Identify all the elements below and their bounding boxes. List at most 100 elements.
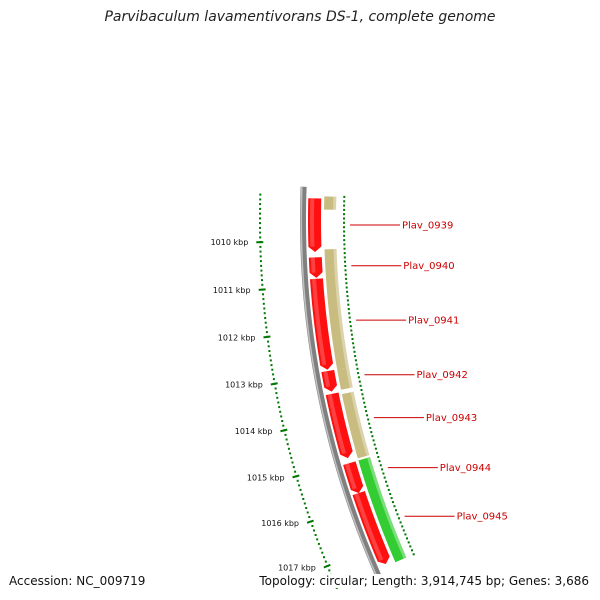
inner-track-dot xyxy=(350,333,353,336)
ruler-dot xyxy=(269,354,272,357)
inner-track-dot xyxy=(387,488,390,491)
inner-track-dot xyxy=(409,545,412,548)
inner-track-dot xyxy=(343,195,346,198)
inner-track-dot xyxy=(348,316,351,319)
ruler-dot xyxy=(274,387,277,390)
ruler-dot xyxy=(261,279,263,282)
gene-arrow-shine xyxy=(310,257,316,273)
inner-track-dot xyxy=(353,350,356,353)
ruler-label: 1011 kbp xyxy=(213,286,251,295)
inner-track-dot xyxy=(345,282,348,285)
ruler-dot xyxy=(259,260,262,263)
inner-track-dot xyxy=(343,243,346,246)
ruler-dot xyxy=(277,401,280,404)
gene-label-Plav_0940[interactable]: Plav_0940 xyxy=(403,261,454,272)
inner-track-dot xyxy=(360,389,363,391)
inner-track-dot xyxy=(378,460,381,463)
inner-track-dot xyxy=(364,405,367,408)
inner-track-dot xyxy=(379,464,382,467)
accession-label: Accession: NC_009719 xyxy=(8,574,147,588)
ruler-dot xyxy=(267,340,270,343)
ruler-dot xyxy=(269,359,272,362)
inner-track-dot xyxy=(401,525,404,528)
inner-track-dot xyxy=(376,451,379,454)
inner-track-dot xyxy=(395,509,397,512)
inner-track-dot xyxy=(349,325,352,328)
ruler-dot xyxy=(287,447,290,450)
gene-label-Plav_0943[interactable]: Plav_0943 xyxy=(426,413,477,424)
gene-arrow-shine xyxy=(312,278,327,366)
inner-track-dot xyxy=(368,422,371,425)
ruler-dot xyxy=(281,420,284,422)
gene-arrow-Plav_0939 xyxy=(308,198,322,252)
feature-highlight xyxy=(333,249,350,369)
ruler-dot xyxy=(317,542,320,545)
inner-track-dot xyxy=(406,537,408,540)
inner-track-dot xyxy=(398,517,400,520)
backbone-highlight xyxy=(300,186,379,580)
gene-label-Plav_0942[interactable]: Plav_0942 xyxy=(417,370,468,381)
inner-track-dot xyxy=(370,431,373,434)
inner-track-dot xyxy=(344,269,347,272)
ruler-dot xyxy=(259,222,261,225)
ruler-dot xyxy=(272,373,275,376)
ruler-dot xyxy=(305,507,308,509)
ruler-dot xyxy=(316,538,319,541)
inner-track-dot xyxy=(402,529,405,532)
ruler-dot xyxy=(265,326,268,329)
inner-track-dot xyxy=(347,303,350,306)
inner-track-dot xyxy=(343,230,346,233)
inner-track-dot xyxy=(386,484,389,487)
inner-track-dot xyxy=(349,320,352,323)
inner-track-dot xyxy=(392,501,394,504)
ruler-label: 1010 kbp xyxy=(211,238,249,247)
ruler-label: 1015 kbp xyxy=(247,473,285,482)
ruler-dot xyxy=(278,406,281,409)
inner-track-dot xyxy=(345,277,348,280)
ruler-dot xyxy=(264,317,267,319)
ruler-dot xyxy=(270,364,273,367)
inner-track-dot xyxy=(346,290,349,293)
feature-highlight xyxy=(346,367,353,388)
feature-segment-tan xyxy=(324,196,337,210)
gene-label-Plav_0945[interactable]: Plav_0945 xyxy=(457,512,508,523)
inner-track-dot xyxy=(412,553,415,556)
ruler-dot xyxy=(289,452,292,455)
ruler-dot xyxy=(259,193,262,196)
gene-labels: Plav_0939 Plav_0940 Plav_0941 Plav_0942 Plav… xyxy=(350,221,508,523)
feature-highlight xyxy=(367,457,407,559)
inner-track-dot xyxy=(351,338,354,340)
ruler-dot xyxy=(263,307,266,310)
ruler-dot xyxy=(296,479,299,482)
inner-track-dot xyxy=(343,208,346,211)
genome-backbone xyxy=(300,186,383,581)
ruler-dot xyxy=(268,350,271,352)
ruler-dot xyxy=(259,203,262,206)
inner-track-dot xyxy=(346,299,349,302)
ruler-dot xyxy=(306,511,309,514)
ruler-dot xyxy=(259,207,262,210)
ruler-tick xyxy=(280,428,288,433)
ruler-dot xyxy=(291,461,294,464)
inner-track-dot xyxy=(346,295,349,298)
ruler-tick xyxy=(270,382,278,386)
ruler-dot xyxy=(259,255,262,258)
inner-track-dot xyxy=(363,401,366,404)
inner-track-dot xyxy=(390,497,393,500)
ruler-tick xyxy=(306,519,314,524)
inner-track-dot xyxy=(352,346,355,349)
gene-label-Plav_0944[interactable]: Plav_0944 xyxy=(440,463,491,474)
ruler-dot xyxy=(259,250,262,253)
inner-track-dot xyxy=(369,426,372,429)
inner-track-dot xyxy=(361,393,364,396)
gene-label-Plav_0941[interactable]: Plav_0941 xyxy=(408,316,459,327)
inner-track-dot xyxy=(344,265,347,267)
ruler-dot xyxy=(259,198,262,201)
inner-track-dot xyxy=(343,217,345,220)
inner-track-dot xyxy=(343,221,345,224)
ruler-dot xyxy=(299,488,302,491)
gene-label-Plav_0939[interactable]: Plav_0939 xyxy=(402,221,453,232)
ruler-tick xyxy=(258,288,266,291)
inner-track-dot xyxy=(355,363,358,366)
